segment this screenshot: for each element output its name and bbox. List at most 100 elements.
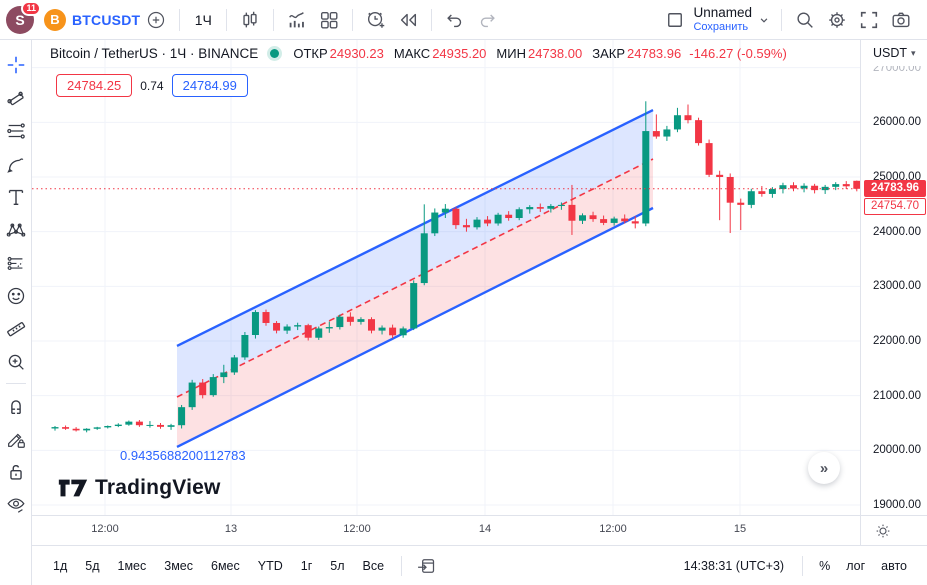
candle-body [505,214,513,219]
candle-body [747,191,755,205]
divider [5,383,26,384]
lock-icon [9,464,22,480]
pattern-tool[interactable] [2,216,30,244]
buy-button[interactable]: 24784.99 [171,74,248,97]
indicators-button[interactable] [281,4,313,36]
session-clock[interactable]: 14:38:31 (UTC+3) [683,558,785,573]
range-button-5д[interactable]: 5д [76,554,108,578]
range-button-3мес[interactable]: 3мес [155,554,202,578]
zoom-in-icon [8,354,24,370]
logo-text: TradingView [95,476,221,499]
candle-body [673,115,681,130]
candle-body [294,325,302,327]
symbol-description[interactable]: Bitcoin / TetherUS · 1Ч · BINANCE [50,46,259,61]
candle-body [51,427,59,429]
candle-body [642,131,650,224]
layout-square-button[interactable] [659,4,691,36]
divider [781,8,782,31]
price-tick: 26000.00 [873,116,921,129]
candle-body [684,115,692,121]
layout-grid-button[interactable] [313,4,345,36]
tradingview-mark-icon [58,479,88,497]
drawing-mode-lock[interactable] [2,425,30,453]
trend-line-tools[interactable] [2,84,30,112]
divider [352,8,354,31]
search-button[interactable] [789,4,821,36]
layout-menu-button[interactable] [754,4,774,36]
candle-body [62,427,70,429]
candle-body [135,421,143,426]
create-alert-button[interactable] [360,4,392,36]
chart-pane[interactable]: Bitcoin / TetherUS · 1Ч · BINANCE ОТКР 2… [32,40,860,515]
axis-corner [860,515,927,545]
position-tool[interactable] [2,249,30,277]
price-axis[interactable]: USDT ▾ 27000.00 26000.00 25000.00 24000.00 2… [860,40,927,515]
zoom-in-tool[interactable] [2,348,30,376]
time-tick: 13 [224,523,238,535]
bar-replay-button[interactable] [392,4,424,36]
divider [802,555,804,576]
percent-scale-button[interactable]: % [811,554,838,578]
hide-all-drawings[interactable] [2,491,30,519]
user-avatar[interactable]: S 11 [6,0,41,34]
go-to-date-button[interactable] [410,553,442,579]
market-status-icon[interactable] [270,49,280,58]
log-scale-button[interactable]: лог [838,554,873,578]
lock-all-drawings[interactable] [2,458,30,486]
time-axis[interactable]: 12:00 13 12:00 14 12:00 15 [32,515,860,545]
candle-body [790,185,797,189]
magnet-mode[interactable] [2,392,30,420]
settings-button[interactable] [821,4,853,36]
close-label: ЗАКР [592,46,625,61]
candle-body [557,204,565,206]
emoji-tool[interactable] [2,282,30,310]
open-value: 24930.23 [329,46,384,61]
range-button-1г[interactable]: 1г [292,554,322,578]
range-button-1д[interactable]: 1д [44,554,76,578]
sell-button[interactable]: 24784.25 [56,74,133,97]
symbol-button[interactable]: B BTCUSDT [44,4,140,36]
range-button-5л[interactable]: 5л [321,554,353,578]
candlestick-chart[interactable] [32,40,860,515]
fullscreen-button[interactable] [853,4,885,36]
auto-scale-button[interactable]: авто [873,554,915,578]
tradingview-logo[interactable]: TradingView [58,476,221,500]
time-tick: 12:00 [91,523,119,535]
range-button-1мес[interactable]: 1мес [109,554,156,578]
ohlc-values: ОТКР 24930.23 МАКС 24935.20 МИН 24738.00… [293,46,786,61]
candle-body [230,357,238,373]
redo-button[interactable] [471,4,503,36]
theme-toggle-button[interactable] [871,519,895,543]
grid-layout-icon [321,11,338,28]
brush-tool[interactable] [2,150,30,178]
brush-icon [6,157,23,173]
layout-name-block[interactable]: Unnamed Сохранить [693,5,752,33]
undo-button[interactable] [439,4,471,36]
chart-type-button[interactable] [234,4,266,36]
plus-circle-icon [148,11,165,28]
measure-tool[interactable] [2,315,30,343]
pencil-lock-icon [7,433,25,448]
divider [431,8,433,31]
candle-body [220,372,228,378]
fib-retracement-tool[interactable] [2,117,30,145]
range-button-ytd[interactable]: YTD [249,554,292,578]
add-symbol-button[interactable] [140,4,172,36]
crosshair-tool[interactable] [2,51,30,79]
chart-legend: Bitcoin / TetherUS · 1Ч · BINANCE ОТКР 2… [50,46,787,61]
text-tool[interactable] [2,183,30,211]
save-layout-button[interactable]: Сохранить [693,20,749,33]
candle-body [441,208,449,213]
snapshot-button[interactable] [885,4,917,36]
high-label: МАКС [393,46,431,61]
interval-button[interactable]: 1Ч [187,4,219,36]
divider [401,555,403,576]
undo-icon [447,13,462,27]
candle-body [842,184,850,187]
scroll-right-button[interactable]: » [808,452,840,484]
currency-selector[interactable]: USDT ▾ [861,40,927,66]
symbol-label: BTCUSDT [72,11,141,28]
range-button-6мес[interactable]: 6мес [202,554,249,578]
candle-body [800,185,808,189]
range-button-все[interactable]: Все [354,554,394,578]
